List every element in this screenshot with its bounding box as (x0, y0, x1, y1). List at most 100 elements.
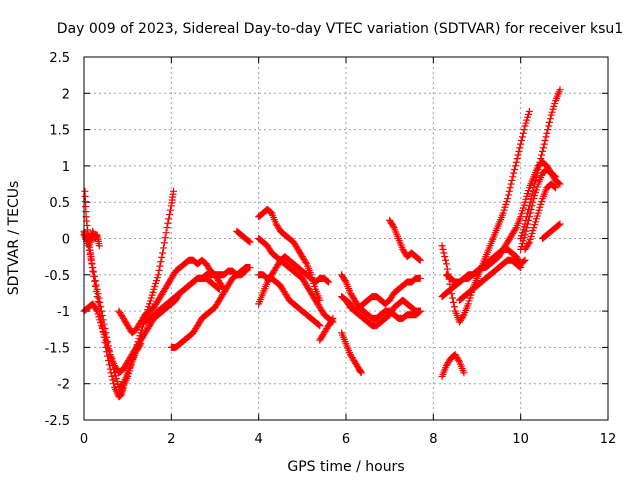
series-7 (233, 227, 254, 246)
data-point (157, 258, 165, 266)
data-point (159, 244, 167, 252)
data-point (532, 173, 540, 181)
data-point (545, 118, 553, 126)
data-point (84, 242, 92, 250)
data-point (162, 229, 170, 237)
data-point (159, 249, 167, 257)
data-point (519, 129, 527, 137)
data-point (532, 176, 540, 184)
y-tick-label: 0.5 (49, 196, 70, 211)
data-point (96, 298, 104, 306)
data-point (315, 321, 323, 329)
data-point (517, 264, 525, 272)
data-point (540, 140, 548, 148)
y-tick-label: 2.5 (49, 51, 70, 66)
data-point (164, 219, 172, 227)
data-point (324, 277, 332, 285)
series-5 (141, 274, 223, 326)
data-point (156, 262, 164, 270)
data-point (442, 260, 450, 268)
y-tick-label: -1.5 (45, 341, 70, 356)
data-point (556, 220, 564, 228)
data-point (443, 265, 451, 273)
x-tick-label: 2 (167, 432, 175, 447)
data-point (155, 266, 163, 274)
data-point (504, 191, 512, 199)
data-point (530, 184, 538, 192)
data-point (544, 126, 552, 134)
data-point (438, 242, 446, 250)
series-15 (338, 329, 365, 377)
data-point (541, 136, 549, 144)
data-point (535, 162, 543, 170)
series-12 (316, 314, 337, 344)
data-point (389, 222, 397, 230)
data-point (316, 322, 324, 330)
data-point (521, 256, 529, 264)
data-point (511, 225, 519, 233)
y-tick-label: 0 (62, 233, 70, 248)
data-point (517, 140, 525, 148)
data-point (505, 187, 513, 195)
x-tick-label: 4 (255, 432, 263, 447)
data-point (516, 263, 524, 271)
x-tick-label: 6 (342, 432, 350, 447)
data-point (158, 253, 166, 261)
data-point (506, 184, 514, 192)
data-point (449, 294, 457, 302)
data-point (512, 158, 520, 166)
data-point (508, 176, 516, 184)
data-point (90, 272, 98, 280)
data-point (450, 303, 458, 311)
data-point (329, 314, 337, 322)
x-tick-label: 10 (512, 432, 529, 447)
data-point (341, 277, 349, 285)
series-19 (438, 351, 468, 380)
series-9 (255, 235, 337, 326)
y-tick-label: 2 (62, 87, 70, 102)
data-point (522, 216, 530, 224)
data-point (94, 290, 102, 298)
data-point (161, 234, 169, 242)
data-point (528, 191, 536, 199)
data-point (455, 356, 463, 364)
data-point (511, 166, 519, 174)
data-point (510, 169, 518, 177)
data-point (526, 198, 534, 206)
data-point (90, 268, 98, 276)
x-tick-label: 0 (80, 432, 88, 447)
data-point (555, 179, 563, 187)
data-point (520, 126, 528, 134)
data-point (170, 187, 178, 195)
data-point (533, 169, 541, 177)
series-26 (539, 220, 564, 242)
data-point (98, 311, 106, 319)
data-point (520, 257, 528, 265)
data-point (245, 237, 253, 245)
data-point (439, 245, 447, 253)
data-point (416, 274, 424, 282)
data-point (525, 202, 533, 210)
data-point (556, 86, 564, 94)
data-point (555, 221, 563, 229)
data-point (97, 303, 105, 311)
data-point (154, 271, 162, 279)
x-tick-label: 12 (600, 432, 617, 447)
series-16 (342, 274, 424, 315)
series-25 (521, 180, 560, 253)
data-point (537, 155, 545, 163)
series-6 (167, 264, 254, 351)
data-point (518, 133, 526, 141)
data-point (88, 259, 96, 267)
x-axis-label: GPS time / hours (287, 459, 404, 475)
data-point (357, 369, 365, 377)
data-point (513, 155, 521, 163)
data-point (92, 281, 100, 289)
x-tick-label: 8 (429, 432, 437, 447)
data-point (514, 151, 522, 159)
data-point (416, 307, 424, 315)
y-tick-label: 1.5 (49, 124, 70, 139)
series-17 (386, 216, 424, 264)
data-point (515, 147, 523, 155)
data-point (92, 306, 100, 314)
